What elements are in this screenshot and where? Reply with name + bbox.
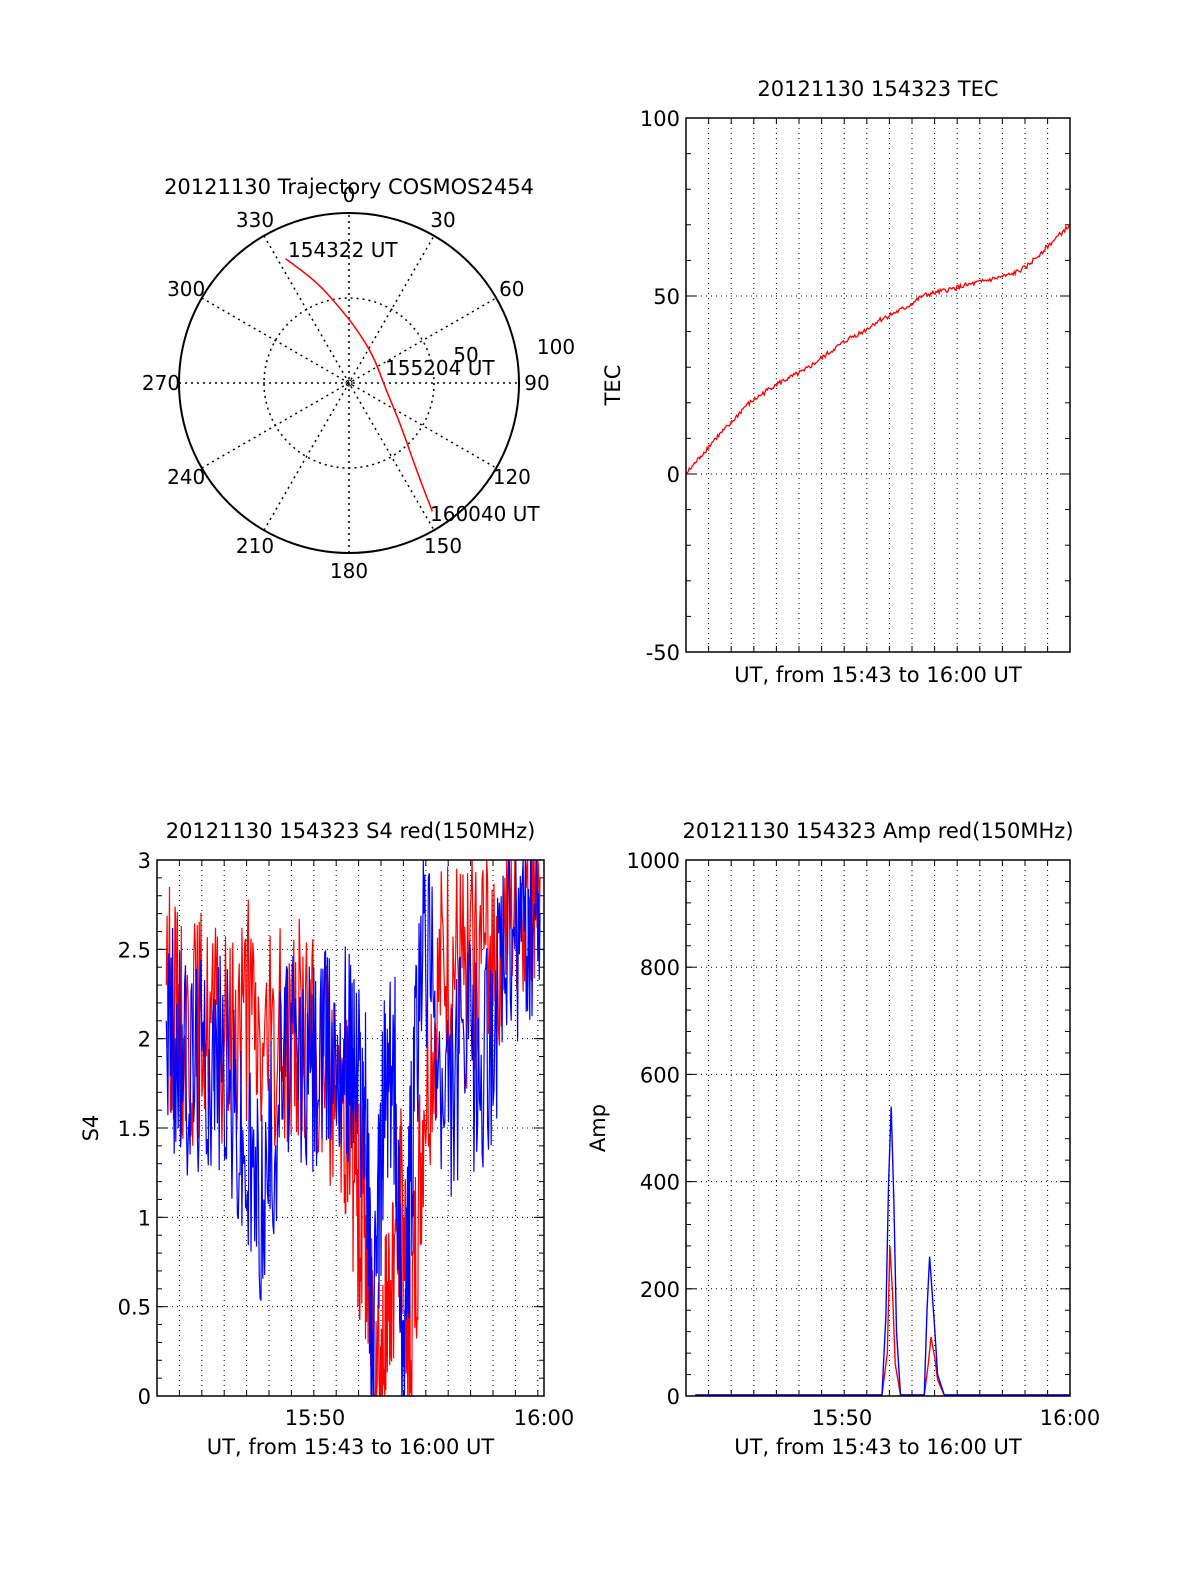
polar-azimuth-label: 120 xyxy=(493,465,531,489)
polar-center xyxy=(345,379,353,387)
chart-title: 20121130 154323 Amp red(150MHz) xyxy=(682,819,1073,843)
y-tick-label: 0 xyxy=(667,1385,680,1409)
y-tick-label: 800 xyxy=(640,956,680,980)
x-tick-label: 15:50 xyxy=(812,1406,873,1430)
polar-azimuth-label: 270 xyxy=(142,371,180,395)
polar-azimuth-label: 30 xyxy=(430,208,455,232)
polar-title: 20121130 Trajectory COSMOS2454 xyxy=(164,175,534,199)
polar-annotation: 154322 UT xyxy=(288,238,398,262)
x-tick-label: 15:50 xyxy=(285,1406,346,1430)
x-axis-label: UT, from 15:43 to 16:00 UT xyxy=(734,663,1022,687)
polar-radial-label: 100 xyxy=(537,335,575,359)
polar-azimuth-label: 210 xyxy=(236,534,274,558)
y-tick-label: 1 xyxy=(138,1206,151,1230)
y-tick-label: 400 xyxy=(640,1171,680,1195)
y-tick-label: 600 xyxy=(640,1063,680,1087)
y-tick-label: -50 xyxy=(646,641,680,665)
polar-azimuth-label: 0 xyxy=(343,183,356,207)
polar-azimuth-label: 60 xyxy=(499,277,524,301)
y-tick-label: 1.5 xyxy=(118,1117,151,1141)
plot-frame xyxy=(685,859,1071,1397)
series-line xyxy=(685,224,1071,475)
polar-azimuth-label: 90 xyxy=(524,371,549,395)
plot-frame xyxy=(156,859,545,1397)
y-tick-label: 2 xyxy=(138,1028,151,1052)
chart-title: 20121130 154323 TEC xyxy=(757,77,998,101)
y-tick-label: 0 xyxy=(138,1385,151,1409)
y-tick-label: 200 xyxy=(640,1278,680,1302)
polar-spoke xyxy=(263,235,435,531)
x-axis-label: UT, from 15:43 to 16:00 UT xyxy=(207,1435,495,1459)
series-line xyxy=(695,1106,1070,1396)
polar-azimuth-label: 330 xyxy=(236,208,274,232)
y-axis-label: Amp xyxy=(586,1104,610,1152)
polar-radial-label: 50 xyxy=(453,343,478,367)
chart-title: 20121130 154323 S4 red(150MHz) xyxy=(166,819,536,843)
series-blue xyxy=(165,859,541,1397)
y-tick-label: 1000 xyxy=(627,849,680,873)
plot-frame xyxy=(685,117,1071,653)
y-tick-label: 100 xyxy=(640,107,680,131)
y-axis-label: S4 xyxy=(79,1115,103,1142)
polar-annotation: 160040 UT xyxy=(430,502,540,526)
series-blue xyxy=(695,1106,1070,1396)
y-axis-label: TEC xyxy=(601,365,625,407)
series-line xyxy=(165,859,541,1397)
polar-azimuth-label: 300 xyxy=(167,277,205,301)
y-tick-label: 50 xyxy=(653,285,680,309)
x-axis-label: UT, from 15:43 to 16:00 UT xyxy=(734,1435,1022,1459)
polar-azimuth-label: 150 xyxy=(424,534,462,558)
polar-azimuth-label: 240 xyxy=(167,465,205,489)
x-tick-label: 16:00 xyxy=(514,1406,575,1430)
y-tick-label: 2.5 xyxy=(118,938,151,962)
series-red xyxy=(685,224,1071,475)
y-tick-label: 0 xyxy=(667,463,680,487)
polar-trajectory-line xyxy=(285,258,434,512)
polar-annotation: 155204 UT xyxy=(385,356,495,380)
polar-azimuth-label: 180 xyxy=(330,559,368,583)
x-tick-label: 16:00 xyxy=(1040,1406,1101,1430)
y-tick-label: 3 xyxy=(138,849,151,873)
y-tick-label: 0.5 xyxy=(118,1296,151,1320)
